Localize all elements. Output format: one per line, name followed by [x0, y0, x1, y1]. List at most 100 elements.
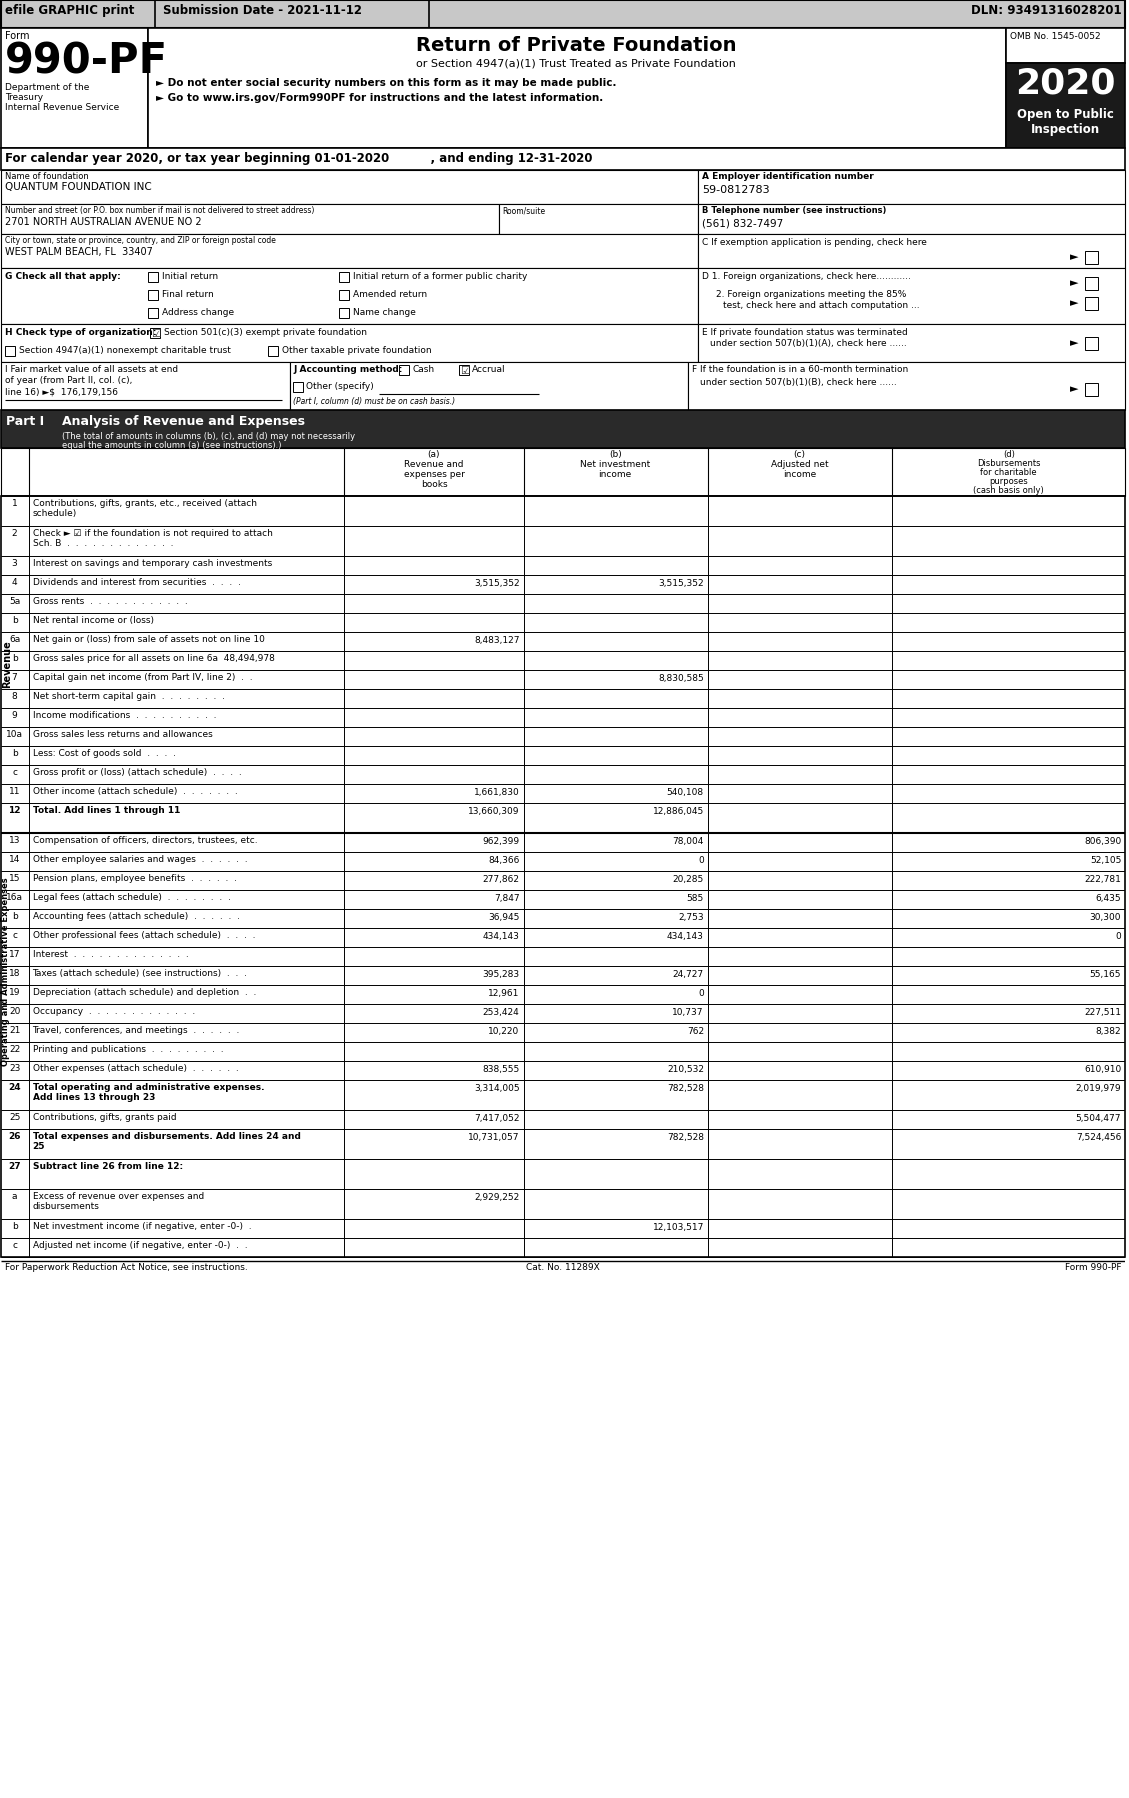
- Bar: [1, 496, 1126, 527]
- Text: For calendar year 2020, or tax year beginning 01-01-2020          , and ending 1: For calendar year 2020, or tax year begi…: [5, 153, 592, 165]
- Text: 84,366: 84,366: [488, 856, 519, 865]
- Text: (a): (a): [428, 450, 440, 458]
- Text: ☑: ☑: [151, 329, 161, 340]
- Text: 962,399: 962,399: [482, 838, 519, 847]
- Text: 806,390: 806,390: [1084, 838, 1121, 847]
- Text: DLN: 93491316028201: DLN: 93491316028201: [971, 4, 1121, 16]
- Bar: [1, 171, 698, 203]
- Bar: [1, 870, 1126, 890]
- Bar: [148, 307, 158, 318]
- Bar: [688, 361, 1126, 410]
- Text: b: b: [11, 1223, 17, 1232]
- Text: 12,886,045: 12,886,045: [653, 807, 703, 816]
- Bar: [1, 1129, 1126, 1160]
- Text: 2020: 2020: [1015, 67, 1115, 101]
- Text: (Part I, column (d) must be on cash basis.): (Part I, column (d) must be on cash basi…: [294, 397, 456, 406]
- Text: Form: Form: [5, 31, 29, 41]
- Text: under section 507(b)(1)(A), check here ......: under section 507(b)(1)(A), check here .…: [710, 340, 907, 349]
- Text: 2,929,252: 2,929,252: [474, 1194, 519, 1203]
- Bar: [1, 527, 1126, 556]
- Text: 30,300: 30,300: [1089, 913, 1121, 922]
- Bar: [1, 556, 1126, 575]
- Text: purposes: purposes: [989, 476, 1029, 485]
- Text: Other employee salaries and wages  .  .  .  .  .  .: Other employee salaries and wages . . . …: [33, 856, 247, 865]
- Text: disbursements: disbursements: [33, 1203, 99, 1212]
- Text: 21: 21: [9, 1027, 20, 1036]
- Text: 3,515,352: 3,515,352: [658, 579, 703, 588]
- Text: Number and street (or P.O. box number if mail is not delivered to street address: Number and street (or P.O. box number if…: [5, 207, 314, 216]
- Text: Income modifications  .  .  .  .  .  .  .  .  .  .: Income modifications . . . . . . . . . .: [33, 710, 216, 719]
- Text: For Paperwork Reduction Act Notice, see instructions.: For Paperwork Reduction Act Notice, see …: [5, 1262, 247, 1271]
- Text: Submission Date - 2021-11-12: Submission Date - 2021-11-12: [163, 4, 362, 16]
- Text: 55,165: 55,165: [1089, 969, 1121, 978]
- Text: 2701 NORTH AUSTRALIAN AVENUE NO 2: 2701 NORTH AUSTRALIAN AVENUE NO 2: [5, 218, 201, 227]
- Bar: [698, 171, 1126, 203]
- Text: 782,528: 782,528: [667, 1084, 703, 1093]
- Text: Name change: Name change: [353, 307, 417, 316]
- Text: 227,511: 227,511: [1084, 1009, 1121, 1018]
- Text: 3,314,005: 3,314,005: [474, 1084, 519, 1093]
- Text: B Telephone number (see instructions): B Telephone number (see instructions): [702, 207, 886, 216]
- Text: J Accounting method:: J Accounting method:: [294, 365, 403, 374]
- Bar: [1085, 297, 1099, 309]
- Text: 990-PF: 990-PF: [5, 41, 168, 83]
- Text: Other taxable private foundation: Other taxable private foundation: [281, 345, 431, 354]
- Text: 10,731,057: 10,731,057: [469, 1133, 519, 1142]
- Text: 7,524,456: 7,524,456: [1076, 1133, 1121, 1142]
- Bar: [1085, 252, 1099, 264]
- Text: Less: Cost of goods sold  .  .  .  .: Less: Cost of goods sold . . . .: [33, 750, 175, 759]
- Text: 7,417,052: 7,417,052: [474, 1115, 519, 1124]
- Text: 17: 17: [9, 949, 20, 958]
- Bar: [5, 345, 15, 356]
- Text: Contributions, gifts, grants paid: Contributions, gifts, grants paid: [33, 1113, 176, 1122]
- Text: 0: 0: [1115, 931, 1121, 940]
- Text: 10,220: 10,220: [489, 1027, 519, 1036]
- Text: 838,555: 838,555: [482, 1064, 519, 1073]
- Text: Inspection: Inspection: [1031, 122, 1100, 137]
- Bar: [1, 324, 698, 361]
- Bar: [1, 203, 499, 234]
- Bar: [1, 1219, 1126, 1239]
- Text: WEST PALM BEACH, FL  33407: WEST PALM BEACH, FL 33407: [5, 246, 152, 257]
- Text: 52,105: 52,105: [1089, 856, 1121, 865]
- Text: 8,382: 8,382: [1095, 1027, 1121, 1036]
- Bar: [1, 448, 1126, 496]
- Text: Analysis of Revenue and Expenses: Analysis of Revenue and Expenses: [62, 415, 305, 428]
- Bar: [1, 1081, 1126, 1109]
- Text: 24: 24: [8, 1082, 20, 1091]
- Bar: [1085, 336, 1099, 351]
- Text: (d): (d): [1003, 450, 1015, 458]
- Text: 12: 12: [8, 806, 20, 814]
- Bar: [1, 689, 1126, 708]
- Text: 434,143: 434,143: [667, 931, 703, 940]
- Text: Disbursements: Disbursements: [977, 458, 1041, 467]
- Text: Treasury: Treasury: [5, 93, 43, 102]
- Text: 24,727: 24,727: [673, 969, 703, 978]
- Text: 16a: 16a: [6, 894, 23, 903]
- Text: 26: 26: [8, 1133, 20, 1142]
- Text: 13: 13: [9, 836, 20, 845]
- Text: Final return: Final return: [161, 289, 213, 298]
- Bar: [294, 381, 304, 392]
- Text: 210,532: 210,532: [667, 1064, 703, 1073]
- Text: Add lines 13 through 23: Add lines 13 through 23: [33, 1093, 155, 1102]
- Bar: [1, 234, 698, 268]
- Text: ►: ►: [1070, 298, 1079, 307]
- Text: efile GRAPHIC print: efile GRAPHIC print: [5, 4, 134, 16]
- Text: 585: 585: [686, 894, 703, 903]
- Bar: [1, 928, 1126, 948]
- Text: for charitable: for charitable: [980, 467, 1038, 476]
- Text: b: b: [11, 912, 17, 921]
- Bar: [1, 410, 1126, 448]
- Bar: [1085, 383, 1099, 396]
- Text: Depreciation (attach schedule) and depletion  .  .: Depreciation (attach schedule) and deple…: [33, 987, 256, 998]
- Text: Legal fees (attach schedule)  .  .  .  .  .  .  .  .: Legal fees (attach schedule) . . . . . .…: [33, 894, 230, 903]
- Text: 8,483,127: 8,483,127: [474, 636, 519, 645]
- Bar: [1, 1003, 1126, 1023]
- Text: equal the amounts in column (a) (see instructions).): equal the amounts in column (a) (see ins…: [62, 441, 282, 450]
- Text: Return of Private Foundation: Return of Private Foundation: [417, 36, 736, 56]
- Text: 59-0812783: 59-0812783: [702, 185, 770, 194]
- Text: b: b: [11, 750, 17, 759]
- Text: Adjusted net: Adjusted net: [771, 460, 829, 469]
- Text: Total. Add lines 1 through 11: Total. Add lines 1 through 11: [33, 806, 180, 814]
